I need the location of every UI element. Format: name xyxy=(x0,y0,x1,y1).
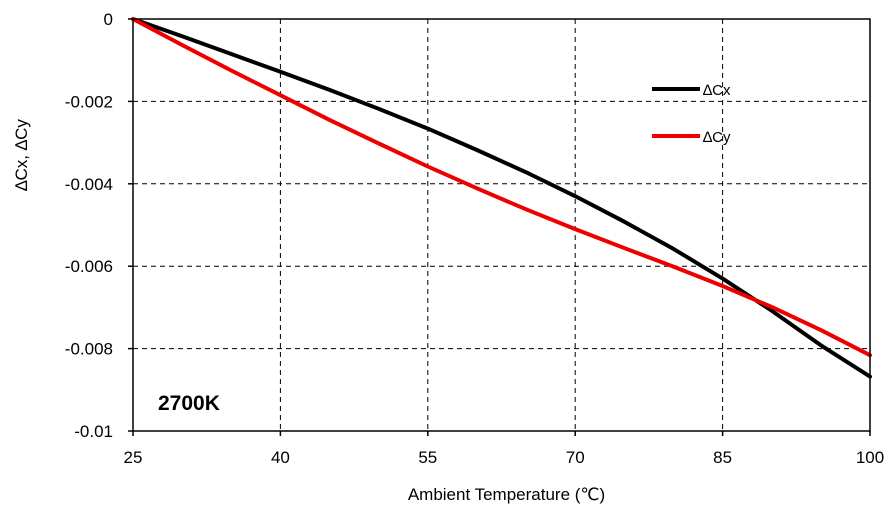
x-tick-label: 25 xyxy=(124,448,143,467)
axis-ticks xyxy=(128,18,871,436)
y-tick-label: 0 xyxy=(104,10,113,29)
y-axis-title: ∆Cx, ∆Cy xyxy=(12,119,31,191)
x-axis-title: Ambient Temperature (℃) xyxy=(408,485,605,504)
x-tick-label: 55 xyxy=(418,448,437,467)
y-tick-label: -0.008 xyxy=(65,340,113,359)
temperature-annotation: 2700K xyxy=(158,392,220,415)
grid-lines xyxy=(133,19,870,431)
legend: ∆Cx ∆Cy xyxy=(652,82,731,146)
x-tick-label: 40 xyxy=(271,448,290,467)
x-tick-label: 70 xyxy=(566,448,585,467)
y-tick-label: -0.002 xyxy=(65,92,113,111)
x-tick-label: 100 xyxy=(856,448,884,467)
legend-label: ∆Cx xyxy=(703,82,731,99)
y-tick-label: -0.004 xyxy=(65,175,113,194)
tick-labels: 25 40 55 70 85 100 0 -0.002 -0.004 -0.006 -0.008 -0… xyxy=(65,10,884,467)
series-lines xyxy=(131,17,872,379)
plot-area-border xyxy=(132,18,871,432)
legend-label: ∆Cy xyxy=(703,129,731,146)
y-tick-label: -0.01 xyxy=(74,422,113,441)
y-tick-label: -0.006 xyxy=(65,257,113,276)
series-line xyxy=(131,17,872,358)
x-tick-label: 85 xyxy=(713,448,732,467)
